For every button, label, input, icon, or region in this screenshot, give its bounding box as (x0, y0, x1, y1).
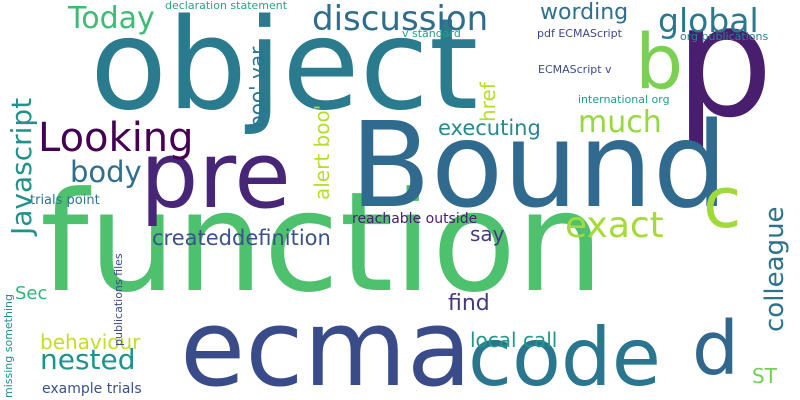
word-behaviour: behaviour (40, 330, 141, 354)
word-say: say (470, 222, 505, 246)
word-trials-point: trials point (30, 193, 100, 208)
word-discussion: discussion (312, 0, 489, 39)
word-code: code (468, 311, 661, 400)
word-ecmascript-v: ECMAScript v (538, 63, 612, 76)
word-colleague: colleague (760, 206, 790, 332)
word-global: global (658, 1, 759, 40)
word-publications-files: publications files (112, 253, 125, 346)
word-b: b (635, 17, 684, 106)
word-missing-something: missing something (2, 294, 15, 398)
word-st: ST (752, 364, 777, 388)
word-pre: pre (140, 122, 291, 229)
word-bound: Bound (350, 96, 728, 234)
word-href: href (476, 82, 500, 122)
word-createddefinition: createddefinition (152, 226, 331, 250)
word-exact: exact (565, 205, 664, 246)
word-c: c (703, 162, 742, 244)
word-declaration-statement: declaration statement (165, 0, 288, 12)
word-wording: wording (540, 0, 629, 25)
word-p: p (675, 0, 774, 152)
word-example-trials: example trials (42, 381, 142, 397)
word-ecma: ecma (180, 287, 472, 400)
word-boo-var: boo' var (245, 46, 269, 128)
word-find: find (448, 291, 490, 316)
word-today: Today (68, 1, 155, 36)
word-nested: nested (40, 343, 136, 376)
word-object: object (90, 0, 479, 138)
word-pdf-ecmascript: pdf ECMAScript (537, 27, 622, 40)
word-reachable-outside: reachable outside (352, 211, 478, 227)
word-javascript: Javascript (5, 97, 38, 235)
word-local-call: local call (470, 328, 558, 352)
word-body: body (70, 155, 142, 189)
word-sec: Sec (15, 283, 48, 304)
word-looking: Looking (38, 115, 194, 161)
word-function: function (40, 162, 604, 323)
word-much: much (578, 105, 662, 140)
word-org-publications: org publications (680, 30, 769, 43)
word-executing: executing (438, 116, 541, 140)
word-alert-boo: alert boo' (310, 104, 334, 200)
word-d: d (692, 306, 739, 392)
word-international-org: international org (578, 93, 670, 106)
word-v-standard: v standard (402, 27, 461, 40)
